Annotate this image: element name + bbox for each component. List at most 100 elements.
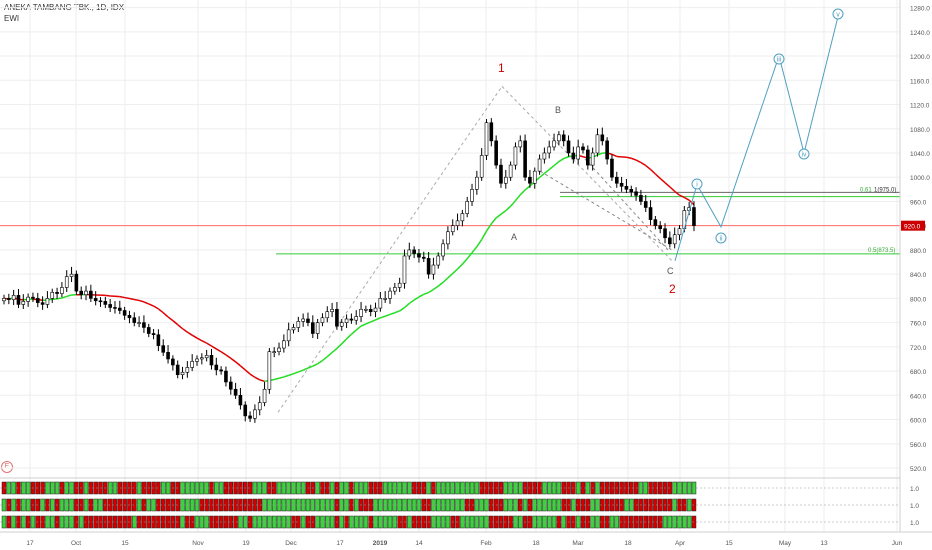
y-tick-label: 1120.0	[910, 103, 930, 110]
candle-body	[315, 322, 320, 334]
candle-body	[639, 195, 643, 202]
candle-body	[619, 182, 624, 187]
candle-body	[79, 290, 83, 296]
candle-body	[11, 295, 16, 300]
x-tick-label: 17	[26, 540, 34, 547]
ma-segment	[360, 323, 367, 327]
ma-segment	[346, 333, 352, 340]
candle-body	[45, 298, 50, 305]
ma-segment	[298, 369, 304, 373]
candle-body	[277, 347, 281, 352]
ma-segment	[471, 246, 478, 254]
candle-body	[417, 253, 421, 258]
candle-body	[581, 146, 585, 151]
candle-body	[412, 249, 416, 254]
candle-body	[204, 355, 209, 359]
ma-segment	[105, 294, 111, 297]
ma-segment	[66, 294, 72, 298]
ma-segment	[461, 258, 468, 265]
y-tick-label: 720.0	[910, 345, 927, 352]
ma-segment	[674, 190, 680, 196]
candle-body	[185, 367, 190, 373]
trend-line	[501, 85, 673, 262]
candle-body	[219, 369, 223, 372]
ma-segment	[336, 343, 343, 350]
wave-label: C	[667, 266, 674, 276]
ma-segment	[355, 325, 362, 331]
candle-body	[489, 122, 494, 142]
candle-body	[407, 249, 412, 257]
candle-body	[306, 318, 310, 323]
y-tick-label: 1080.0	[910, 127, 930, 134]
candle-body	[571, 152, 576, 160]
candle-body	[286, 329, 291, 342]
wave-label: 2	[669, 282, 676, 296]
ma-segment	[134, 298, 140, 302]
wave-label: v	[836, 12, 840, 19]
ma-segment	[519, 189, 526, 196]
ma-segment	[259, 379, 265, 383]
candle-body	[542, 152, 547, 160]
ma-segment	[350, 329, 357, 335]
candle-body	[643, 201, 648, 208]
ma-segment	[220, 351, 227, 356]
x-tick-label: 18	[624, 540, 632, 547]
candle-body	[132, 317, 137, 323]
ma-segment	[679, 194, 685, 199]
candle-body	[672, 234, 677, 245]
candle-body	[190, 361, 194, 368]
ma-segment	[153, 305, 159, 310]
ma-segment	[403, 302, 410, 309]
y-tick-label: 1200.0	[910, 54, 930, 61]
candle-body	[103, 301, 108, 305]
oscillator-tick-label: 1.0	[910, 486, 919, 493]
ma-segment	[182, 328, 188, 333]
ma-segment	[490, 217, 497, 225]
candle-body	[528, 176, 532, 184]
candle-body	[595, 134, 600, 154]
wave-label: iv	[801, 152, 807, 159]
candle-body	[446, 231, 450, 245]
x-tick-label: Nov	[192, 540, 204, 547]
ma-segment	[249, 373, 256, 378]
candle-body	[7, 298, 11, 300]
indicator-label: EWI	[4, 14, 20, 23]
candle-body	[610, 158, 614, 178]
ma-segment	[206, 342, 212, 347]
ma-segment	[524, 185, 531, 191]
x-tick-label: 15	[725, 540, 733, 547]
candle-body	[166, 351, 170, 360]
y-tick-label: 600.0	[910, 418, 927, 425]
y-tick-label: 680.0	[910, 369, 927, 376]
x-tick-label: 17	[336, 540, 344, 547]
candle-body	[460, 213, 465, 222]
ma-segment	[413, 296, 420, 301]
y-tick-label: 880.0	[910, 248, 927, 255]
candle-body	[291, 327, 296, 331]
candle-body	[69, 273, 74, 277]
candle-body	[180, 371, 185, 376]
wave-label: A	[511, 232, 517, 242]
ma-segment	[56, 297, 63, 300]
candle-body	[383, 298, 387, 300]
candle-body	[21, 301, 26, 305]
x-tick-label: 15	[121, 540, 129, 547]
x-tick-label: Feb	[480, 540, 492, 547]
ma-segment	[548, 164, 555, 171]
candle-body	[576, 146, 580, 160]
y-tick-label: 560.0	[910, 442, 927, 449]
ma-segment	[669, 186, 676, 192]
ma-segment	[162, 312, 169, 318]
candle-body	[16, 295, 21, 305]
candle-body	[494, 140, 498, 166]
trend-line	[277, 86, 503, 413]
circle-e-icon[interactable]: E	[1, 461, 13, 473]
candle-body	[175, 364, 180, 376]
wave-label: 1	[498, 61, 505, 75]
ma-segment	[191, 334, 198, 339]
ma-segment	[394, 310, 400, 314]
ma-segment	[370, 319, 376, 323]
candle-body	[161, 345, 166, 353]
candle-body	[436, 255, 441, 266]
ma-segment	[375, 317, 381, 321]
